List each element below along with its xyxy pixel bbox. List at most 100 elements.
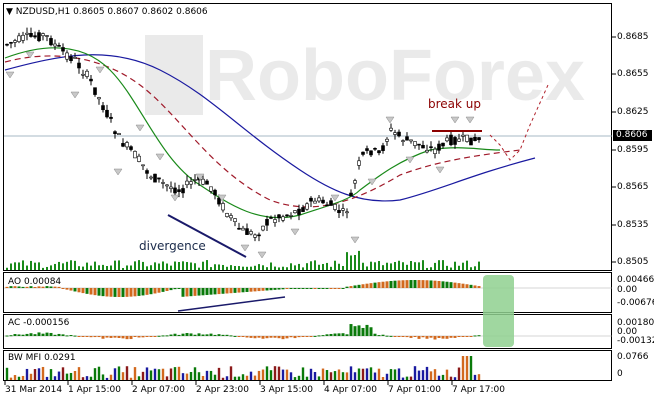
ao-bar bbox=[253, 288, 257, 292]
candle-body bbox=[13, 40, 17, 43]
volume-bar bbox=[58, 261, 60, 270]
candle-body bbox=[397, 131, 401, 137]
candle-body bbox=[157, 177, 161, 180]
ao-bar bbox=[129, 288, 133, 297]
bwmfi-bar bbox=[17, 376, 21, 380]
ac-bar bbox=[301, 336, 305, 337]
ao-bar bbox=[341, 288, 345, 289]
time-axis-label: 2 Apr 23:00 bbox=[196, 385, 249, 395]
bwmfi-bar bbox=[269, 370, 273, 380]
volume-bar bbox=[70, 260, 72, 270]
ao-bar bbox=[77, 288, 81, 293]
ac-bar bbox=[313, 335, 317, 337]
ac-bar bbox=[53, 334, 57, 336]
ao-bar bbox=[289, 288, 293, 289]
ao-bar bbox=[49, 286, 53, 288]
bwmfi-bar bbox=[241, 374, 245, 380]
bwmfi-bar bbox=[437, 375, 441, 380]
ao-bar bbox=[33, 286, 37, 288]
bwmfi-bar bbox=[129, 377, 133, 380]
ac-bar bbox=[149, 336, 153, 337]
candle-body bbox=[365, 148, 369, 151]
candle-body bbox=[357, 160, 361, 166]
fractal-arrow-icon bbox=[367, 178, 377, 186]
volume-bar bbox=[386, 262, 388, 270]
ao-bar bbox=[409, 280, 413, 288]
bwmfi-bar bbox=[209, 370, 213, 380]
volume-bar bbox=[370, 261, 372, 270]
bwmfi-bar bbox=[321, 368, 325, 380]
divergence-ao-line bbox=[177, 296, 286, 312]
bwmfi-bar bbox=[473, 374, 477, 380]
volume-bar bbox=[214, 264, 216, 270]
ac-bar bbox=[317, 335, 321, 337]
bwmfi-bar bbox=[281, 369, 285, 380]
ao-bar bbox=[337, 288, 341, 289]
price-axis-ticks bbox=[612, 36, 616, 263]
candle-body bbox=[153, 173, 157, 183]
bwmfi-bar bbox=[393, 369, 397, 380]
ao-bar bbox=[93, 288, 97, 296]
bwmfi-bar bbox=[445, 369, 449, 380]
volume-bar bbox=[86, 262, 88, 270]
ao-histogram bbox=[5, 280, 481, 297]
candle-body bbox=[101, 105, 105, 111]
ao-bar bbox=[101, 288, 105, 297]
candle-body bbox=[61, 47, 65, 52]
ac-bar bbox=[441, 336, 445, 339]
ao-bar bbox=[365, 283, 369, 288]
price-chart-panel[interactable] bbox=[3, 3, 612, 271]
ao-bar bbox=[17, 286, 21, 288]
ao-bar bbox=[325, 288, 329, 289]
candle-body bbox=[201, 178, 205, 185]
volume-bar bbox=[78, 266, 80, 270]
ac-bar bbox=[165, 335, 169, 337]
bwmfi-bar bbox=[313, 372, 317, 380]
ac-bar bbox=[321, 335, 325, 337]
candle-body bbox=[425, 150, 429, 153]
ao-bar bbox=[469, 284, 473, 288]
bwmfi-bar bbox=[345, 372, 349, 380]
ac-bar bbox=[57, 333, 61, 336]
ao-bar bbox=[61, 288, 65, 289]
bwmfi-bar bbox=[33, 369, 37, 380]
ac-bar bbox=[181, 333, 185, 336]
candle-body bbox=[269, 217, 273, 219]
bwmfi-bar bbox=[433, 369, 437, 380]
bwmfi-indicator-panel[interactable] bbox=[3, 350, 612, 381]
bwmfi-bar bbox=[361, 368, 365, 380]
candle-body bbox=[17, 35, 21, 42]
volume-bar bbox=[254, 265, 256, 270]
bwmfi-bar bbox=[93, 368, 97, 380]
ao-bar bbox=[233, 288, 237, 293]
ao-bar bbox=[245, 288, 249, 292]
bwmfi-bar bbox=[181, 373, 185, 380]
ao-bar bbox=[225, 288, 229, 294]
candle-body bbox=[289, 215, 293, 217]
ao-bar bbox=[297, 288, 301, 289]
candle-body bbox=[413, 141, 417, 146]
candle-body bbox=[209, 186, 213, 192]
volume-bar bbox=[398, 260, 400, 270]
volume-bar bbox=[62, 263, 64, 270]
candle-body bbox=[225, 213, 229, 217]
ac-bar bbox=[221, 334, 225, 336]
bwmfi-axis-label: 0 bbox=[617, 369, 623, 379]
bwmfi-bar bbox=[309, 368, 313, 380]
candle-body bbox=[37, 32, 41, 42]
bwmfi-bar bbox=[421, 370, 425, 380]
volume-bar bbox=[38, 262, 40, 270]
candle-body bbox=[245, 228, 249, 235]
ac-bar bbox=[329, 333, 333, 336]
bwmfi-bar bbox=[337, 369, 341, 380]
ao-bar bbox=[265, 288, 269, 291]
volume-bar bbox=[46, 266, 48, 270]
volume-bar bbox=[478, 261, 480, 270]
ac-bar bbox=[381, 334, 385, 336]
dropdown-triangle-icon[interactable]: ▼ bbox=[6, 7, 13, 17]
volume-bar bbox=[182, 261, 184, 270]
bwmfi-bar bbox=[341, 372, 345, 380]
ao-bar bbox=[429, 280, 433, 288]
ac-bar bbox=[361, 327, 365, 336]
bwmfi-bar bbox=[101, 374, 105, 380]
